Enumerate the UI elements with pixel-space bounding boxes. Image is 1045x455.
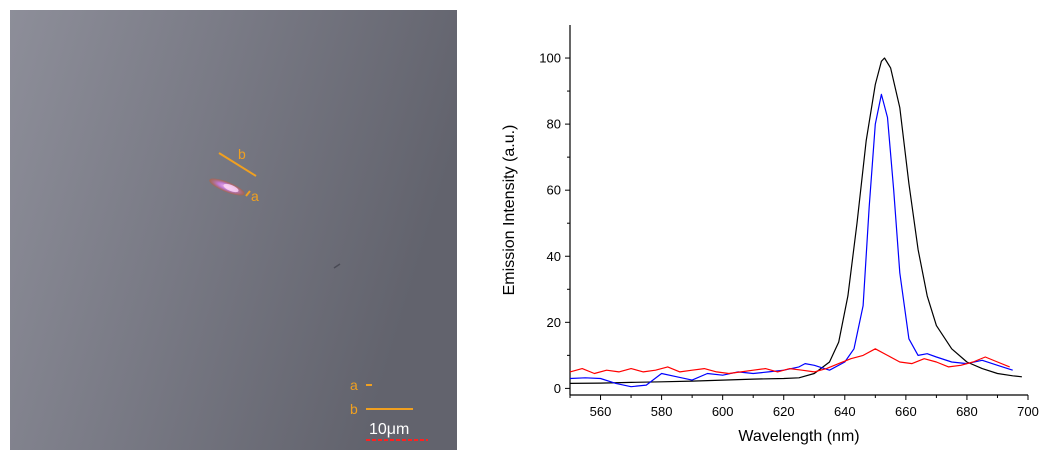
annotation-label-a: a [251,188,259,204]
surface-speck [333,263,341,269]
legend-label-b: b [350,401,358,417]
chart-series [569,57,1022,388]
y-tick-label: 0 [554,381,561,396]
series-line-2 [569,348,1010,375]
x-tick-label: 700 [1017,404,1039,419]
micrograph-background [10,10,457,450]
micrograph-image: b a a b 10μm [10,10,457,450]
emission-spectrum-chart: 560 580 600 620 640 660 680 700 0 20 40 60 80 100 Wav… [501,25,1039,445]
chart-axes [569,25,1028,396]
annotation-label-b: b [238,146,246,162]
x-tick-label: 560 [590,404,612,419]
x-tick-label: 620 [773,404,795,419]
y-tick-label: 100 [539,51,561,66]
y-tick-label: 40 [547,249,561,264]
crystal-glow [223,183,239,193]
x-axis-title: Wavelength (nm) [738,428,859,445]
chart-ticks: 560 580 600 620 640 660 680 700 0 20 40 60 80 100 [539,51,1039,419]
x-tick-label: 680 [956,404,978,419]
series-line-1 [569,93,1013,388]
x-tick-label: 600 [712,404,734,419]
y-tick-label: 80 [547,117,561,132]
legend-label-a: a [350,377,358,393]
x-tick-label: 660 [895,404,917,419]
series-line-0 [569,57,1022,384]
annotation-line-a [245,190,251,197]
x-tick-label: 580 [651,404,673,419]
annotation-line-b [218,152,257,177]
y-tick-label: 60 [547,183,561,198]
y-tick-label: 20 [547,315,561,330]
y-axis-title: Emission Intensity (a.u.) [501,125,518,296]
x-tick-label: 640 [834,404,856,419]
scale-bar-label: 10μm [369,421,409,438]
